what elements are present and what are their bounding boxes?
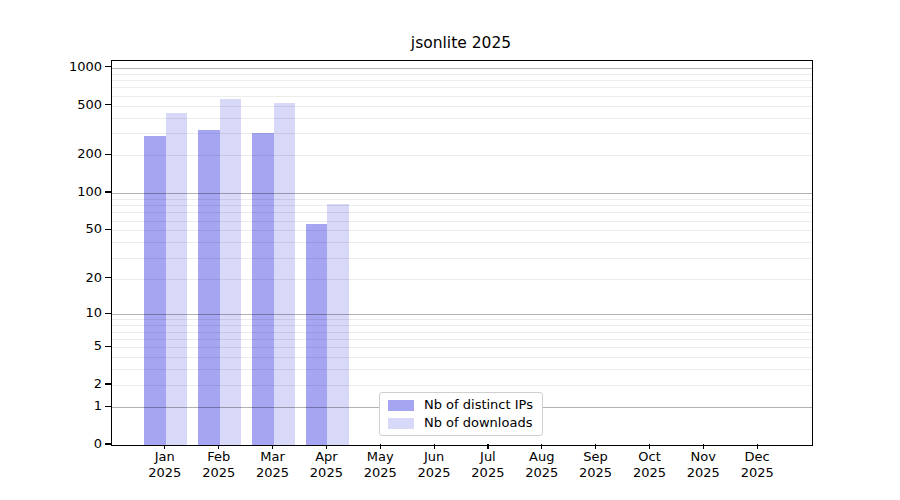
bar-downloads-mar (274, 103, 296, 445)
y-tick-label-1: 1 (38, 398, 102, 414)
legend-swatch-distinct-ips (388, 400, 414, 411)
x-tick-label-dec: Dec2025 (725, 449, 789, 480)
y-tick-label-10: 10 (38, 305, 102, 321)
bar-downloads-jan (166, 113, 188, 446)
y-tick-label-50: 50 (38, 221, 102, 237)
legend: Nb of distinct IPs Nb of downloads (379, 392, 543, 436)
y-tick-mark-5 (105, 346, 111, 347)
bar-distinct-ips-mar (252, 133, 274, 445)
y-tick-label-500: 500 (38, 97, 102, 113)
bar-distinct-ips-apr (306, 224, 328, 445)
legend-item-downloads: Nb of downloads (388, 416, 533, 430)
y-tick-mark-20 (105, 277, 111, 278)
y-tick-label-200: 200 (38, 146, 102, 162)
y-tick-mark-2 (105, 383, 111, 384)
y-tick-label-5: 5 (38, 338, 102, 354)
y-tick-mark-200 (105, 154, 111, 155)
y-tick-label-1000: 1000 (38, 59, 102, 75)
y-tick-label-20: 20 (38, 270, 102, 286)
y-tick-mark-1000 (105, 66, 111, 67)
bar-downloads-apr (327, 204, 349, 445)
bar-distinct-ips-feb (198, 130, 220, 445)
download-stats-figure: jsonlite 2025 Nb of distinct IPs Nb of d… (0, 0, 900, 500)
y-tick-mark-1 (105, 406, 111, 407)
bar-downloads-feb (220, 99, 242, 445)
y-tick-mark-50 (105, 229, 111, 230)
legend-item-distinct-ips: Nb of distinct IPs (388, 398, 533, 412)
y-tick-label-100: 100 (38, 184, 102, 200)
legend-label-downloads: Nb of downloads (424, 416, 532, 430)
y-tick-mark-0 (105, 443, 111, 444)
plot-area: Nb of distinct IPs Nb of downloads (111, 60, 813, 446)
y-tick-label-2: 2 (38, 376, 102, 392)
chart-title: jsonlite 2025 (111, 33, 811, 53)
bars-layer (112, 61, 812, 445)
legend-swatch-downloads (388, 418, 414, 429)
y-tick-label-0: 0 (38, 436, 102, 452)
y-tick-mark-10 (105, 313, 111, 314)
y-tick-mark-500 (105, 104, 111, 105)
y-tick-mark-100 (105, 191, 111, 192)
legend-label-distinct-ips: Nb of distinct IPs (424, 398, 533, 412)
bar-distinct-ips-jan (144, 136, 166, 445)
